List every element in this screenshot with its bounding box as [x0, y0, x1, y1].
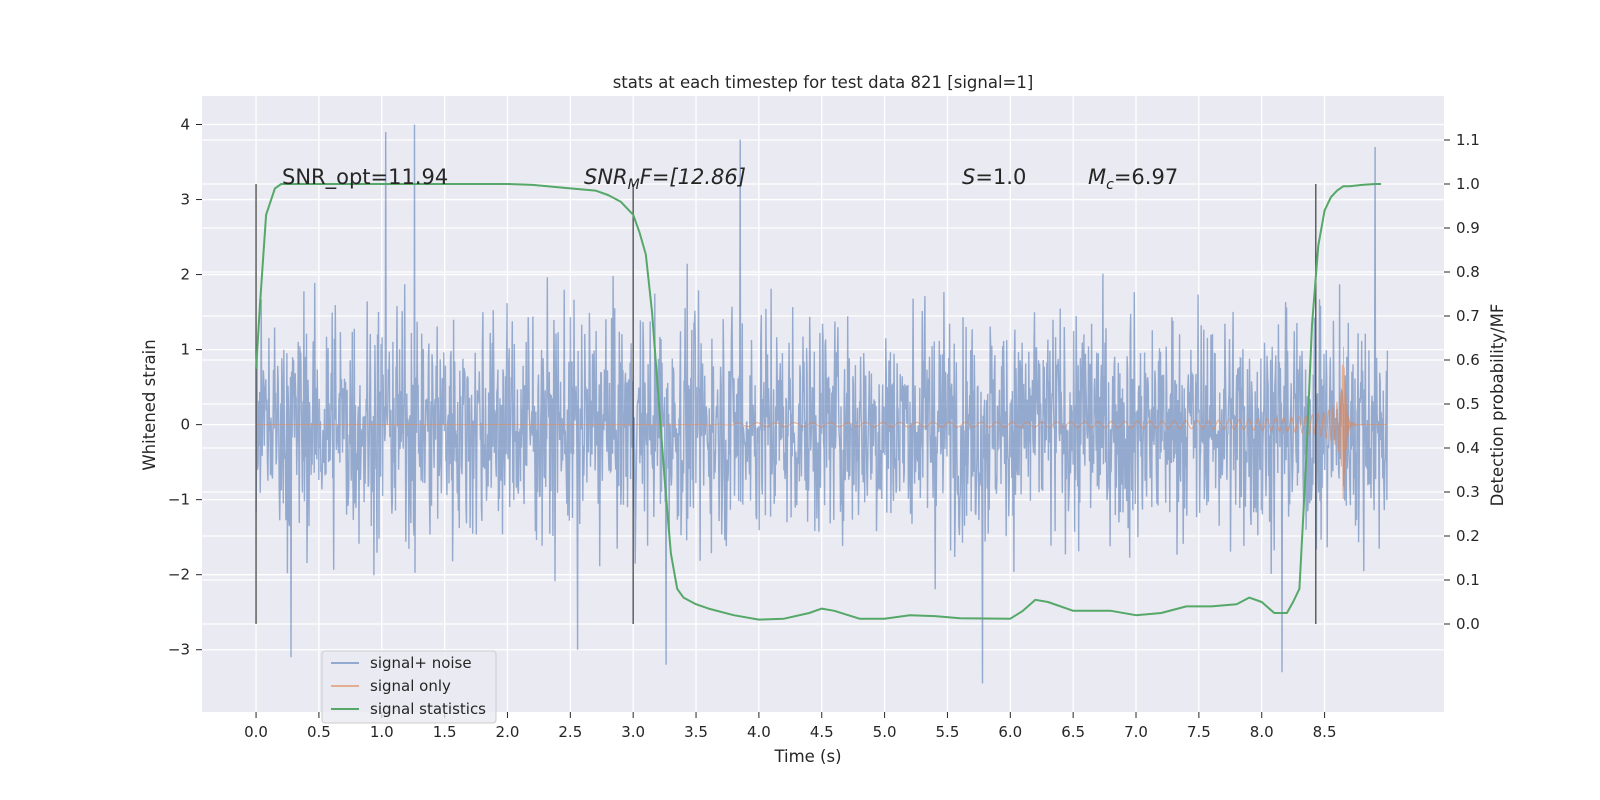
x-tick-label: 2.0: [496, 723, 520, 741]
y2-tick-label: 0.8: [1456, 263, 1480, 281]
y-axis-label: Whitened strain: [140, 339, 159, 470]
mc-value: =6.97: [1114, 165, 1178, 189]
s-symbol: S: [962, 165, 975, 189]
y2-tick-label: 0.2: [1456, 527, 1480, 545]
statistics-line: [255, 183, 1382, 621]
x-tick-label: 1.0: [370, 723, 394, 741]
y-tick-label: 4: [180, 116, 190, 134]
y2-tick-label: 1.0: [1456, 175, 1480, 193]
x-tick-label: 0.0: [244, 723, 268, 741]
y-tick-label: 0: [180, 416, 190, 434]
legend-label-stats: signal statistics: [370, 700, 486, 718]
y-tick-label: 3: [180, 191, 190, 209]
y2-axis-label: Detection probability/MF: [1488, 304, 1507, 507]
y2-tick-label: 0.5: [1456, 395, 1480, 413]
x-axis-label: Time (s): [773, 747, 841, 766]
chart-title: stats at each timestep for test data 821…: [613, 73, 1034, 92]
noise-series: [255, 124, 1389, 684]
y-tick-label: 1: [180, 341, 190, 359]
y-tick-label: −1: [168, 491, 190, 509]
s-value: =1.0: [975, 165, 1026, 189]
x-tick-label: 8.0: [1250, 723, 1274, 741]
snr-mf-subscript: M: [628, 177, 640, 193]
y2-tick-label: 0.7: [1456, 307, 1480, 325]
chirp-series: [256, 346, 1388, 499]
y2-tick-label: 0.0: [1456, 615, 1480, 633]
vertical-markers: [255, 184, 1317, 624]
stats-series: [255, 183, 1382, 621]
snr-mf-value: F=[12.86]: [640, 165, 746, 189]
snr-mf-symbol: SNR: [584, 165, 628, 189]
x-tick-label: 5.0: [873, 723, 897, 741]
x-tick-label: 3.0: [621, 723, 645, 741]
x-tick-label: 4.0: [747, 723, 771, 741]
y-tick-label: −3: [168, 641, 190, 659]
ticks: 0.0 0.5 1.0 1.5 2.0 2.5 3.0 3.5 4.0 4.5 5.0 5.5 6.0 6…: [168, 116, 1480, 741]
legend: signal+ noise signal only signal statist…: [321, 650, 497, 724]
mc-subscript: c: [1106, 177, 1114, 193]
y2-tick-label: 1.1: [1456, 131, 1480, 149]
y-tick-label: 2: [180, 266, 190, 284]
x-tick-label: 7.0: [1124, 723, 1148, 741]
y2-tick-label: 0.3: [1456, 483, 1480, 501]
mc-annotation: Mc=6.97: [1088, 165, 1178, 193]
x-tick-label: 6.5: [1061, 723, 1085, 741]
x-tick-label: 6.0: [998, 723, 1022, 741]
mc-symbol: M: [1088, 165, 1106, 189]
signal-line: [256, 346, 1388, 499]
y2-tick-label: 0.1: [1456, 571, 1480, 589]
legend-box: [321, 650, 497, 724]
snr-mf-annotation: SNRMF=[12.86]: [584, 165, 746, 193]
x-tick-label: 3.5: [684, 723, 708, 741]
x-tick-label: 5.5: [936, 723, 960, 741]
x-tick-label: 1.5: [433, 723, 457, 741]
legend-label-noise: signal+ noise: [370, 654, 472, 672]
y-tick-label: −2: [168, 566, 190, 584]
s-annotation: S=1.0: [962, 165, 1026, 189]
x-tick-label: 2.5: [558, 723, 582, 741]
noise-line: [255, 124, 1389, 684]
y2-tick-label: 0.9: [1456, 219, 1480, 237]
y2-tick-label: 0.6: [1456, 351, 1480, 369]
x-tick-label: 8.5: [1313, 723, 1337, 741]
x-tick-label: 7.5: [1187, 723, 1211, 741]
x-tick-label: 0.5: [307, 723, 331, 741]
x-tick-label: 4.5: [810, 723, 834, 741]
snr-opt-annotation: SNR_opt=11.94: [282, 165, 448, 190]
legend-label-signal: signal only: [370, 677, 451, 695]
y2-tick-label: 0.4: [1456, 439, 1480, 457]
